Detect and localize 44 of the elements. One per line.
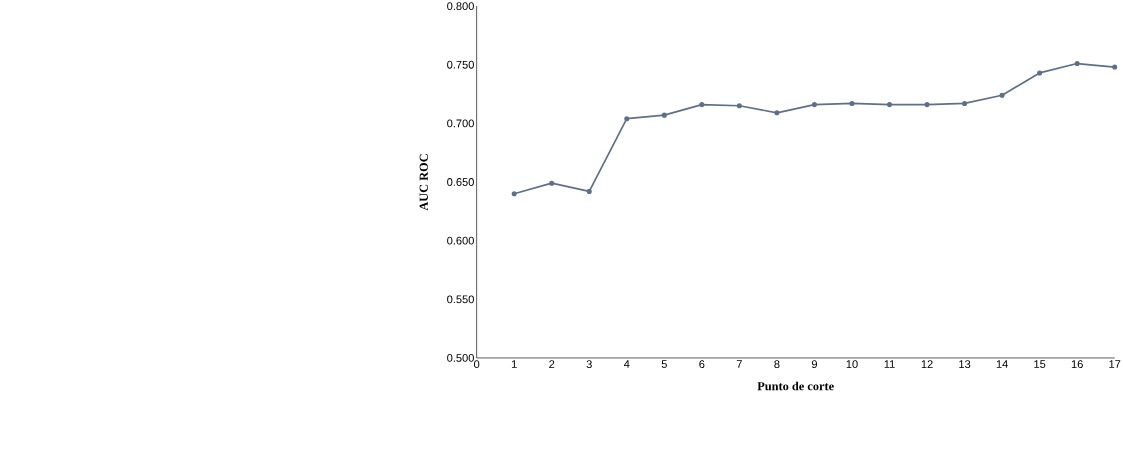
point	[849, 100, 855, 106]
x-tick-label: 7	[736, 360, 742, 368]
x-tick-label: 9	[811, 360, 817, 369]
x-tick-label: 12	[921, 360, 933, 368]
point	[1112, 64, 1118, 70]
point	[1074, 61, 1080, 67]
point	[661, 112, 667, 118]
x-tick-label: 14	[996, 360, 1008, 368]
x-tick-label: 3	[586, 360, 592, 369]
point	[924, 102, 930, 108]
y-tick-label: 0.650	[447, 178, 474, 186]
y-tick-label: 0.500	[447, 354, 474, 362]
x-tick-label: 5	[661, 360, 667, 368]
point	[886, 102, 893, 108]
y-tick-label: 0.800	[447, 2, 474, 10]
point	[999, 92, 1005, 98]
y-tick-label: 0.700	[447, 119, 474, 128]
point	[774, 110, 780, 116]
x-tick-label: 4	[623, 360, 630, 368]
point	[736, 103, 742, 109]
x-tick-label: 8	[774, 360, 780, 369]
point	[962, 100, 968, 106]
x-tick-label: 2	[549, 360, 555, 368]
point	[511, 191, 517, 197]
x-axis-title: Punto de corte	[757, 381, 834, 391]
y-tick-label: 0.600	[447, 236, 474, 245]
x-tick-label: 0	[474, 360, 480, 369]
point	[624, 116, 630, 122]
y-tick-label: 0.550	[447, 295, 474, 304]
x-tick-label: 10	[846, 360, 858, 369]
y-tick-label: 0.750	[447, 60, 474, 69]
x-tick-label: 16	[1071, 360, 1083, 369]
x-tick-label: 17	[1109, 360, 1121, 368]
point	[549, 180, 555, 186]
x-tick-label: 13	[959, 360, 971, 369]
point	[811, 102, 817, 108]
x-tick-label: 1	[511, 360, 517, 368]
point	[699, 102, 705, 108]
y-axis-title: AUC ROC	[419, 154, 428, 211]
x-tick-label: 6	[699, 360, 705, 369]
x-tick-label: 11	[884, 360, 895, 368]
point	[1037, 70, 1043, 76]
point	[586, 188, 592, 194]
x-tick-label: 15	[1034, 360, 1046, 368]
